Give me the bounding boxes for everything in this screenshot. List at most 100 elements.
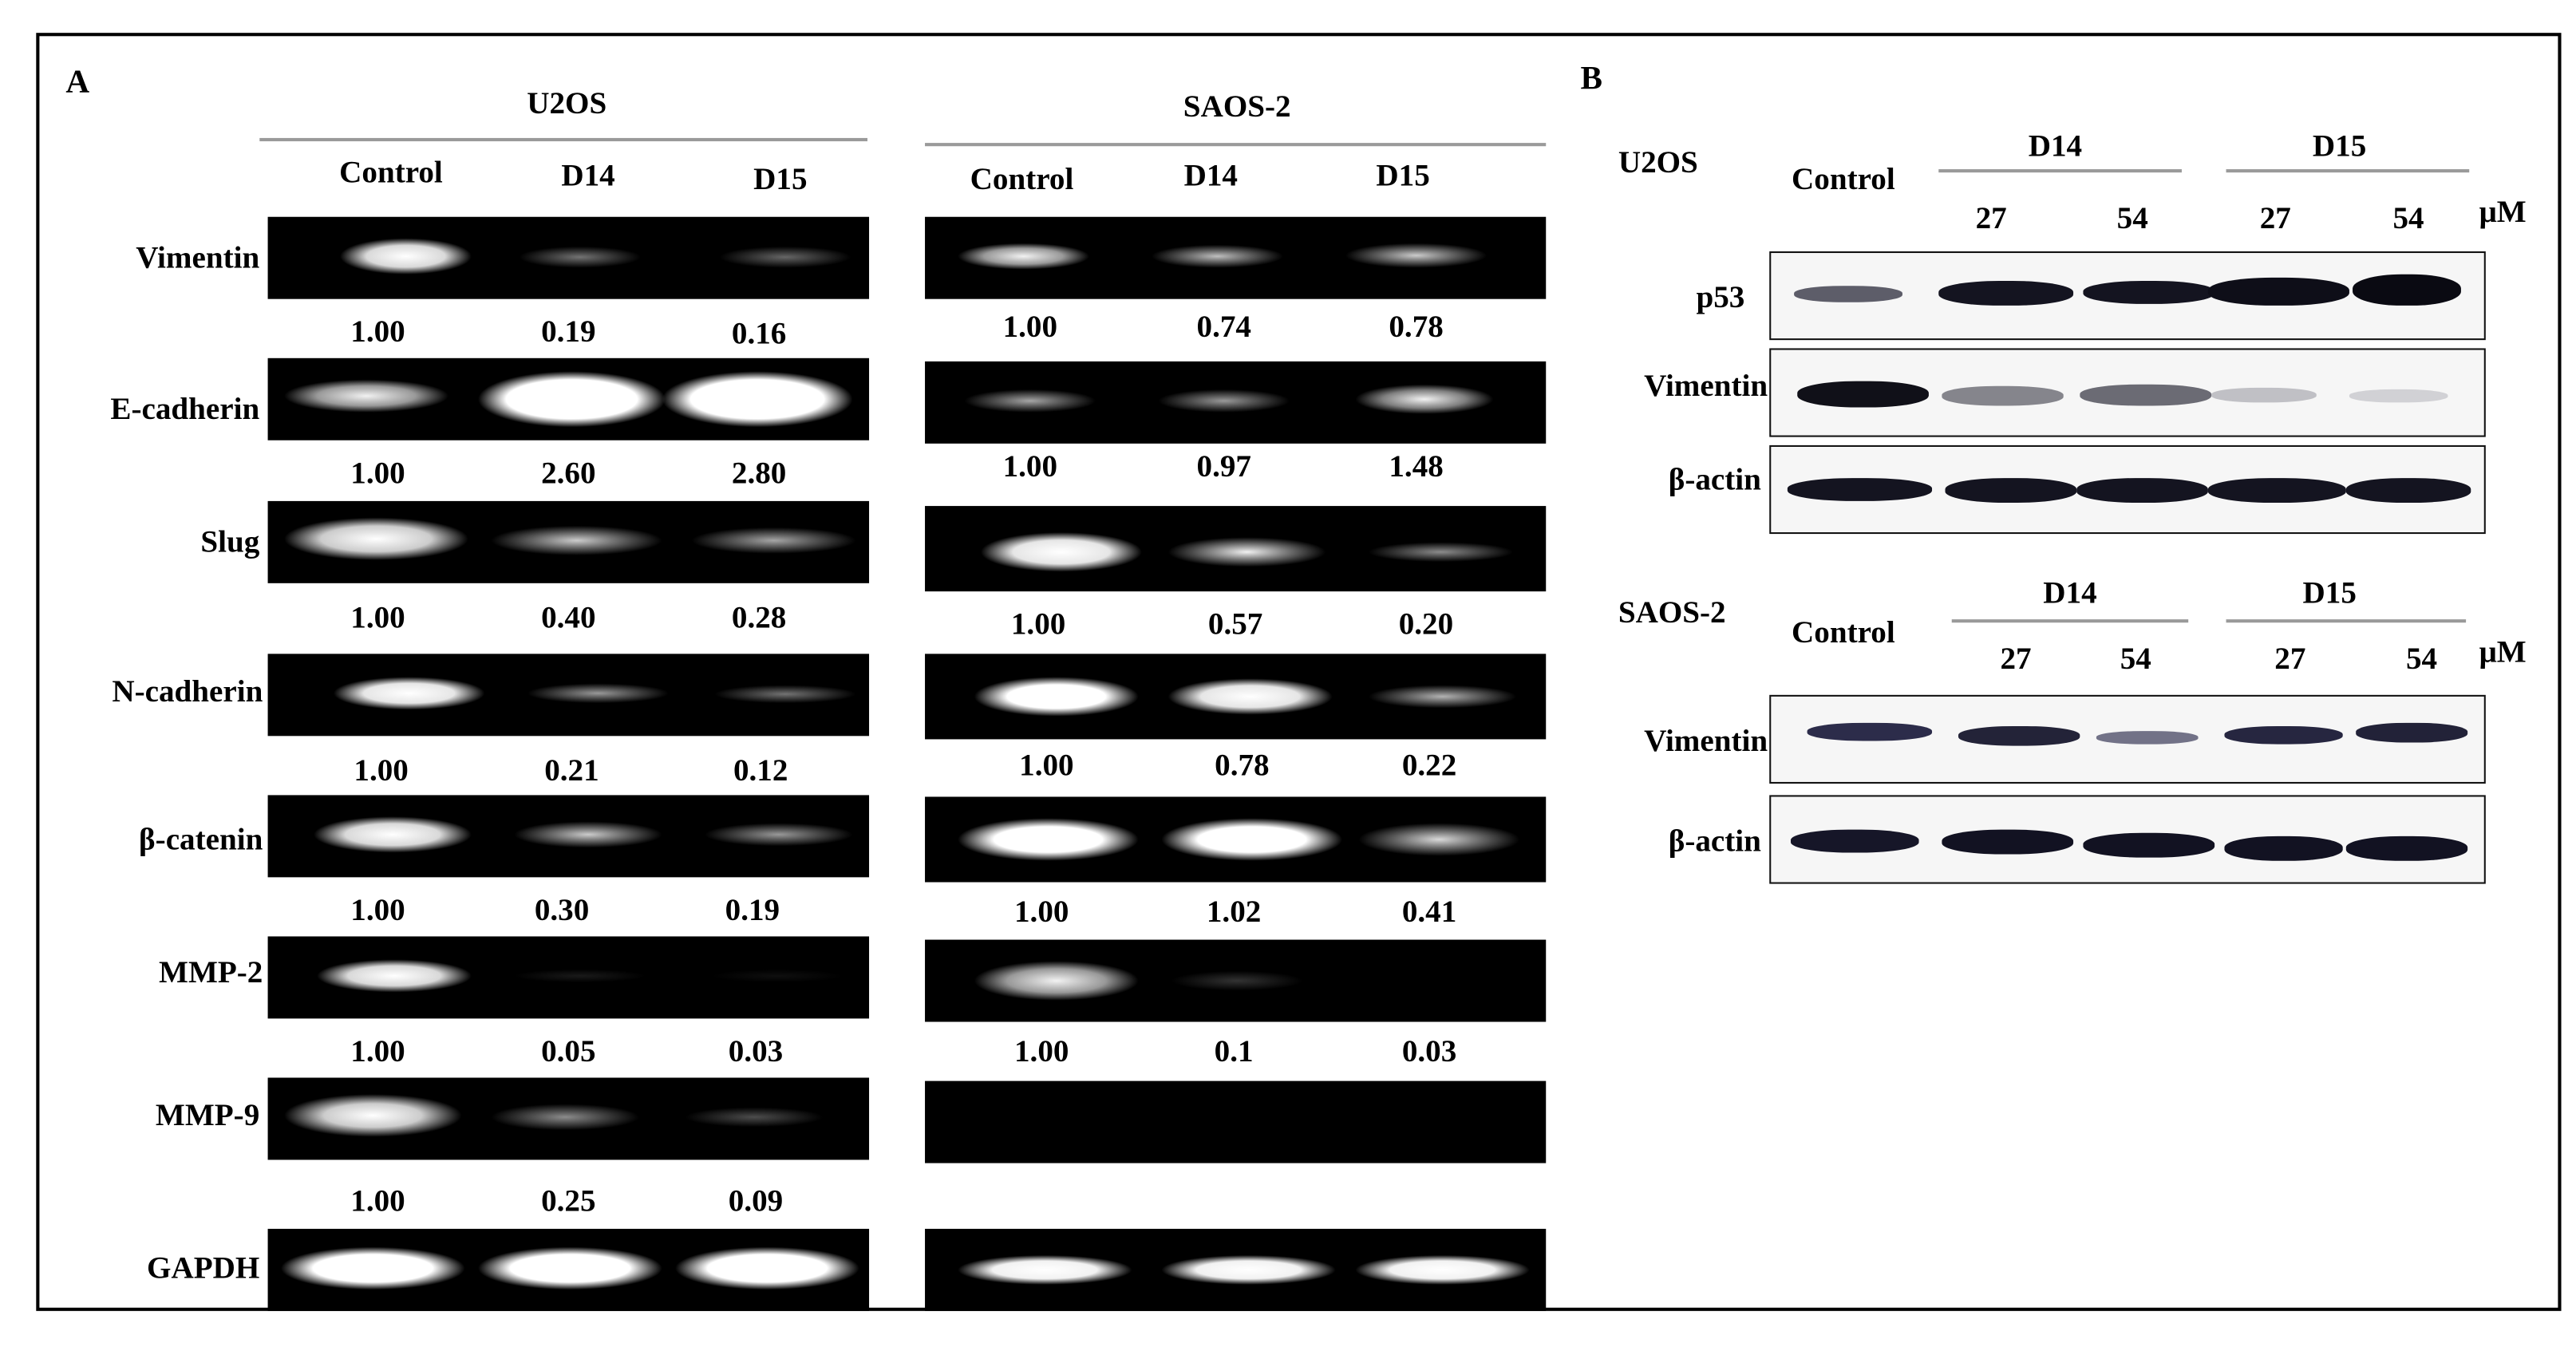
blot-band [1945,478,2077,503]
panel-b-label: B [1580,61,1602,97]
gel-band [1345,243,1488,268]
gel-band [519,246,641,268]
u2os-beta-catenin-d15: 0.19 [725,893,780,929]
gel-band [1368,542,1514,563]
blot-band [2211,387,2317,403]
gel-band [958,243,1089,270]
gel-band [719,246,851,268]
wb-saos2-cell-line: SAOS-2 [1618,596,1726,631]
wb-u2os-d14-dose-1: 27 [1975,202,2007,237]
wb-saos2-d14-dose-1: 27 [2000,642,2032,677]
gel-band [711,969,844,983]
gel-band [527,683,669,704]
gel-band [491,1104,639,1131]
saos2-gel-mmp-2 [925,939,1547,1022]
blot-band [2080,384,2212,406]
saos2-slug-d14: 0.57 [1207,607,1263,642]
saos2-e-cadherin-d14: 0.97 [1196,450,1251,485]
gel-band [964,389,1096,413]
u2os-n-cadherin-d14: 0.21 [544,753,599,789]
wb-u2os-d15-dose-2: 54 [2392,202,2424,237]
wb-u2os-blot-p53 [1769,251,2486,341]
u2os-gel-beta-catenin [267,795,870,878]
saos2-e-cadherin-d15: 1.48 [1389,450,1444,485]
saos2-gel-n-cadherin [925,654,1547,740]
blot-band [2356,722,2468,743]
gel-band [1355,1254,1530,1285]
wb-u2os-label-beta-actin: β-actin [1668,463,1761,498]
blot-band [1942,829,2074,855]
saos2-col-d15: D15 [1376,159,1430,194]
saos2-beta-catenin-control: 1.00 [1013,895,1069,930]
gel-band [478,1246,662,1290]
gel-band [1167,678,1333,715]
blot-band [2083,832,2215,858]
wb-u2os-cell-line: U2OS [1618,146,1698,181]
wb-u2os-d15-rule [2226,169,2470,172]
gel-band [1171,970,1303,991]
gel-band [478,371,666,428]
wb-saos2-d14-rule [1951,619,2189,622]
blot-band [2083,281,2215,304]
wb-u2os-label-vimentin: Vimentin [1644,369,1768,405]
row-label-vimentin: Vimentin [136,241,260,276]
saos2-slug-control: 1.00 [1010,607,1066,642]
row-label-mmp-2: MMP-2 [159,956,263,991]
gel-band [714,685,856,704]
wb-saos2-d14-dose-2: 54 [2120,642,2151,677]
saos2-vimentin-d15: 0.78 [1389,310,1444,346]
wb-saos2-unit: μM [2479,635,2527,670]
gel-band [685,1107,824,1128]
wb-saos2-blot-beta-actin [1769,795,2486,884]
saos2-gel-slug [925,506,1547,592]
blot-band [2207,277,2349,306]
wb-u2os-group-d15: D15 [2312,129,2367,164]
u2os-mmp-2-d14: 0.05 [541,1034,596,1070]
gel-band [514,821,662,848]
blot-band [2207,478,2346,503]
gel-band [340,238,472,275]
gel-band [1158,389,1290,413]
gel-band [1358,823,1520,856]
saos2-vimentin-control: 1.00 [1002,310,1058,346]
saos2-n-cadherin-d15: 0.22 [1401,749,1457,784]
wb-saos2-d15-dose-1: 27 [2274,642,2306,677]
wb-u2os-blot-vimentin [1769,348,2486,437]
u2os-n-cadherin-control: 1.00 [354,753,409,789]
gel-band [1368,685,1517,709]
saos2-gel-vimentin [925,216,1547,299]
u2os-e-cadherin-d14: 2.60 [541,456,596,492]
gel-band [705,823,853,847]
wb-saos2-group-d14: D14 [2043,576,2097,611]
wb-u2os-d14-rule [1938,169,2182,172]
saos2-gel-beta-catenin [925,796,1547,883]
gel-band [981,532,1142,572]
u2os-vimentin-control: 1.00 [350,315,405,350]
blot-band [2345,478,2471,503]
wb-saos2-blot-vimentin [1769,694,2486,784]
wb-saos2-label-vimentin: Vimentin [1644,724,1768,760]
u2os-e-cadherin-d15: 2.80 [731,456,787,492]
saos2-gel-gapdh [925,1228,1547,1311]
u2os-col-d14: D14 [561,159,615,194]
saos2-e-cadherin-control: 1.00 [1002,450,1058,485]
saos2-mmp-2-d15: 0.03 [1401,1034,1457,1070]
gel-band [974,677,1139,717]
wb-saos2-group-d15: D15 [2302,576,2357,611]
blot-band [1790,829,1919,853]
gel-band [1152,244,1283,268]
wb-u2os-blot-beta-actin [1769,444,2486,535]
gel-band [514,969,646,983]
saos2-slug-d15: 0.20 [1398,607,1454,642]
saos2-n-cadherin-d14: 0.78 [1215,749,1270,784]
gel-band [691,527,856,554]
u2os-gel-gapdh [267,1228,870,1311]
saos2-title: SAOS-2 [1183,90,1291,125]
gel-band [284,379,449,413]
u2os-mmp-2-d15: 0.03 [728,1034,784,1070]
blot-band [2349,389,2448,403]
saos2-col-d14: D14 [1183,159,1238,194]
u2os-slug-d14: 0.40 [541,601,596,636]
wb-u2os-d14-dose-2: 54 [2116,202,2148,237]
